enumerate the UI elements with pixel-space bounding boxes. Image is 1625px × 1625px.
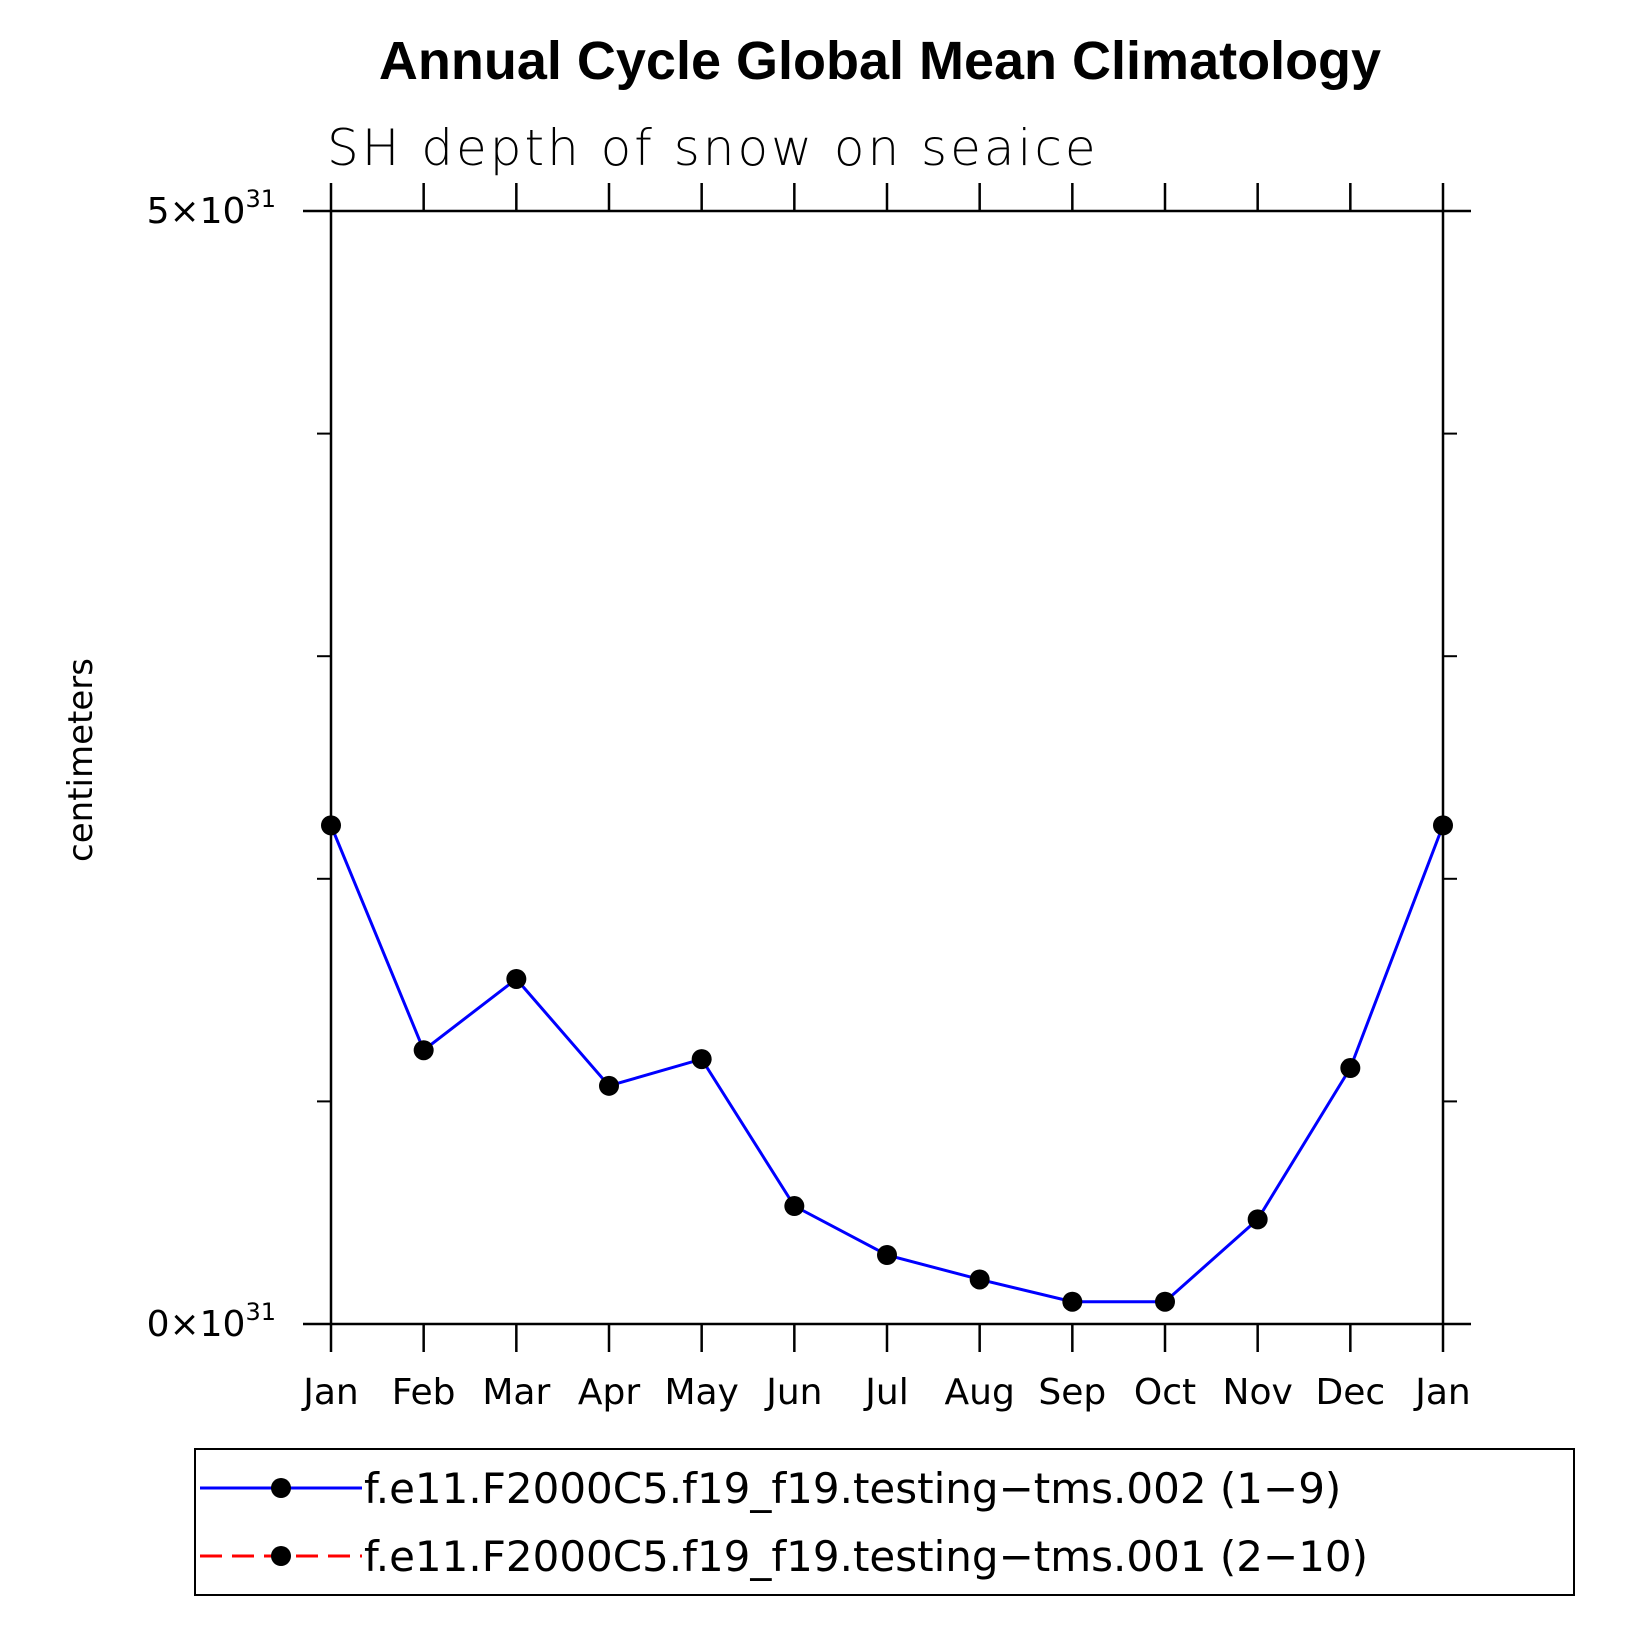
series-lines bbox=[329, 824, 1445, 1304]
x-tick-label: Sep bbox=[1038, 1372, 1106, 1413]
legend-box bbox=[194, 1448, 1575, 1596]
x-tick-label: Feb bbox=[392, 1372, 456, 1413]
series-line bbox=[329, 824, 1445, 1304]
x-tick-label: Aug bbox=[945, 1372, 1015, 1413]
series-marker bbox=[506, 968, 527, 989]
series-marker bbox=[784, 1196, 805, 1217]
x-axis-ticks: Jan Feb Mar Apr May Jun Jul Aug Sep Oct Nov Dec Jan bbox=[301, 183, 1471, 1413]
y-axis-ticks: 0×1031 5×1031 bbox=[147, 185, 1471, 1345]
x-tick-label: Mar bbox=[482, 1372, 550, 1413]
legend-marker-sample bbox=[271, 1546, 291, 1566]
series-marker bbox=[321, 815, 341, 836]
legend-marker-sample bbox=[271, 1478, 291, 1498]
x-tick-label: Dec bbox=[1315, 1372, 1385, 1413]
legend: f.e11.F2000C5.f19_f19.testing−tms.002 (1… bbox=[194, 1448, 1575, 1596]
plot-frame bbox=[329, 209, 1445, 1326]
x-tick-label: Nov bbox=[1223, 1372, 1293, 1413]
x-tick-label: Jan bbox=[301, 1372, 359, 1413]
series-marker bbox=[1340, 1058, 1361, 1079]
chart-subtitle: SH depth of snow on seaice bbox=[327, 119, 1099, 177]
x-tick-label: Jul bbox=[863, 1372, 908, 1413]
series-marker bbox=[599, 1075, 619, 1096]
y-axis-label: centimeters bbox=[61, 658, 101, 862]
series-marker bbox=[413, 1040, 434, 1061]
series-marker bbox=[1062, 1291, 1083, 1312]
y-tick-label: 0×1031 bbox=[147, 1298, 276, 1345]
x-tick-label: Apr bbox=[578, 1372, 640, 1413]
x-tick-label: Jun bbox=[764, 1372, 822, 1413]
series-marker bbox=[1155, 1291, 1175, 1312]
series-marker bbox=[1433, 815, 1453, 836]
series-marker bbox=[1247, 1209, 1268, 1230]
series-marker bbox=[969, 1269, 990, 1290]
y-tick-label: 5×1031 bbox=[147, 185, 276, 232]
x-tick-label: Oct bbox=[1134, 1372, 1196, 1413]
legend-entry-label: f.e11.F2000C5.f19_f19.testing−tms.002 (1… bbox=[364, 1464, 1341, 1513]
series-marker bbox=[691, 1049, 712, 1070]
x-tick-label: May bbox=[664, 1372, 738, 1413]
series-markers bbox=[321, 815, 1453, 1312]
chart-title: Annual Cycle Global Mean Climatology bbox=[379, 31, 1381, 91]
x-tick-label: Jan bbox=[1413, 1372, 1471, 1413]
legend-entry-label: f.e11.F2000C5.f19_f19.testing−tms.001 (2… bbox=[364, 1532, 1368, 1581]
series-marker bbox=[877, 1244, 897, 1265]
